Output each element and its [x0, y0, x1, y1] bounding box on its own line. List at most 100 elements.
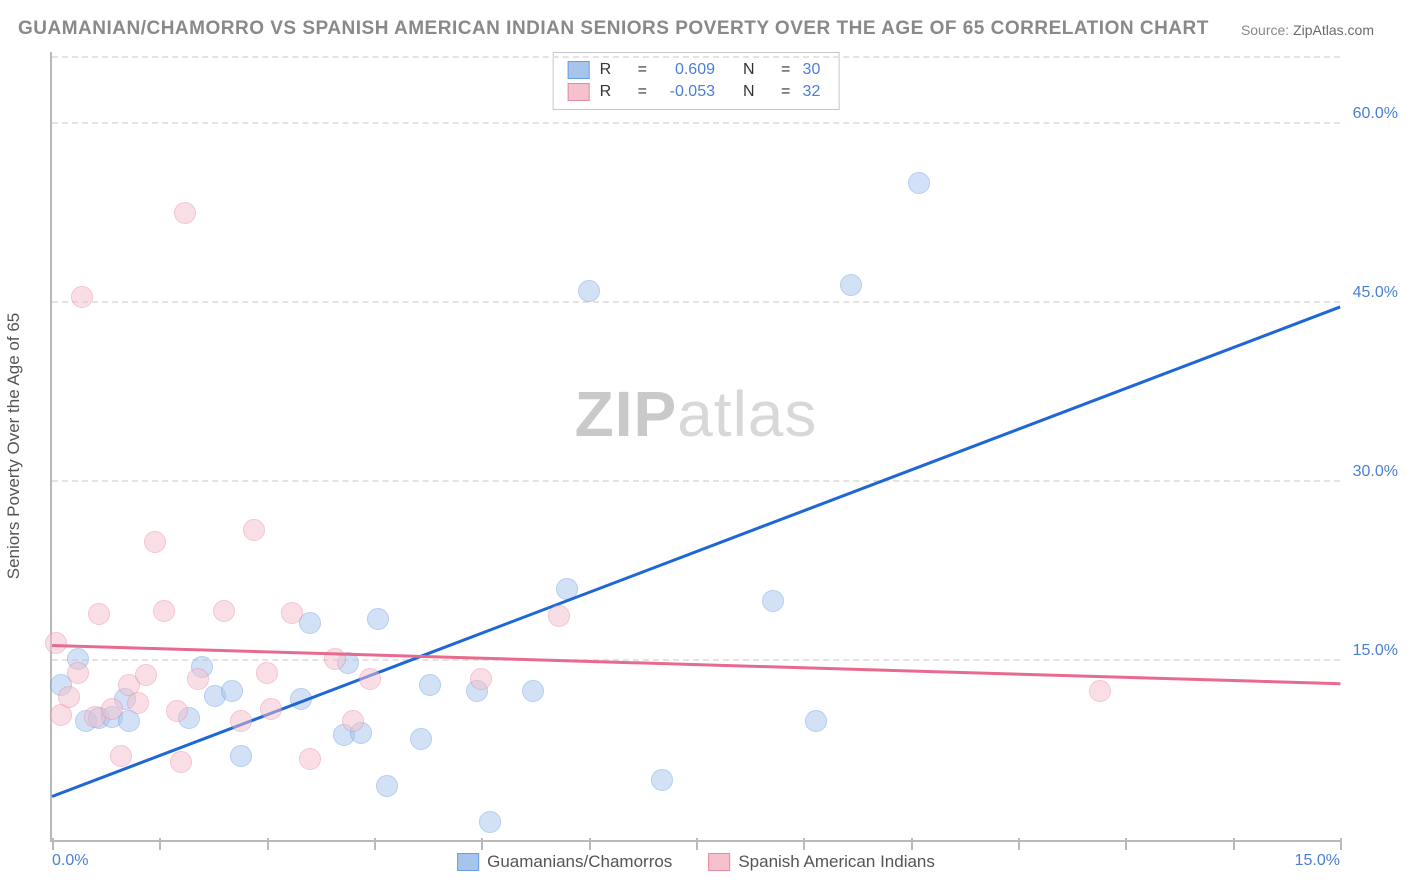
x-tick-label: 0.0%: [52, 852, 88, 870]
data-point: [166, 700, 188, 722]
x-tick: [589, 838, 591, 850]
data-point: [256, 662, 278, 684]
data-point: [342, 710, 364, 732]
gridline: [52, 659, 1340, 661]
x-tick: [1233, 838, 1235, 850]
data-point: [110, 745, 132, 767]
legend-r-value-1: 0.609: [657, 59, 715, 81]
legend-n-label: N: [743, 81, 771, 103]
data-point: [71, 286, 93, 308]
legend-n-label: N: [743, 59, 771, 81]
chart-title: GUAMANIAN/CHAMORRO VS SPANISH AMERICAN I…: [18, 18, 1209, 40]
data-point: [762, 590, 784, 612]
x-tick: [911, 838, 913, 850]
legend-label-2: Spanish American Indians: [738, 852, 935, 872]
data-point: [153, 600, 175, 622]
y-tick-label: 30.0%: [1353, 463, 1398, 481]
x-tick-label: 15.0%: [1295, 852, 1340, 870]
series-legend: Guamanians/Chamorros Spanish American In…: [457, 852, 935, 872]
source-label: Source:: [1241, 22, 1293, 38]
legend-r-label: R: [600, 59, 628, 81]
data-point: [213, 600, 235, 622]
y-axis-title: Seniors Poverty Over the Age of 65: [4, 313, 24, 579]
data-point: [908, 172, 930, 194]
x-tick: [696, 838, 698, 850]
data-point: [127, 692, 149, 714]
data-point: [470, 668, 492, 690]
data-point: [174, 202, 196, 224]
data-point: [410, 728, 432, 750]
watermark-bold: ZIP: [575, 378, 678, 450]
data-point: [651, 769, 673, 791]
x-tick: [267, 838, 269, 850]
data-point: [367, 608, 389, 630]
source-value: ZipAtlas.com: [1293, 22, 1374, 38]
x-tick: [1018, 838, 1020, 850]
data-point: [324, 648, 346, 670]
gridline: [52, 301, 1340, 303]
legend-swatch-blue: [568, 61, 590, 79]
data-point: [88, 603, 110, 625]
data-point: [522, 680, 544, 702]
source-attribution: Source: ZipAtlas.com: [1241, 22, 1374, 38]
x-tick: [159, 838, 161, 850]
gridline: [52, 56, 1340, 58]
data-point: [359, 668, 381, 690]
data-point: [187, 668, 209, 690]
legend-swatch-1: [457, 853, 479, 871]
legend-row-series-2: R = -0.053 N = 32: [568, 81, 821, 103]
x-tick: [803, 838, 805, 850]
data-point: [260, 698, 282, 720]
data-point: [805, 710, 827, 732]
x-tick: [374, 838, 376, 850]
data-point: [376, 775, 398, 797]
legend-item-1: Guamanians/Chamorros: [457, 852, 672, 872]
data-point: [230, 745, 252, 767]
legend-eq: =: [781, 59, 790, 81]
data-point: [67, 662, 89, 684]
data-point: [840, 274, 862, 296]
legend-swatch-pink: [568, 83, 590, 101]
scatter-plot-area: ZIPatlas R = 0.609 N = 30 R = -0.053 N =…: [50, 52, 1340, 842]
legend-eq: =: [638, 81, 647, 103]
data-point: [281, 602, 303, 624]
data-point: [578, 280, 600, 302]
correlation-legend: R = 0.609 N = 30 R = -0.053 N = 32: [553, 52, 840, 110]
legend-n-value-1: 30: [800, 59, 820, 81]
data-point: [1089, 680, 1111, 702]
legend-r-value-2: -0.053: [657, 81, 715, 103]
legend-label-1: Guamanians/Chamorros: [487, 852, 672, 872]
legend-eq: =: [781, 81, 790, 103]
legend-eq: =: [638, 59, 647, 81]
data-point: [101, 698, 123, 720]
x-tick: [481, 838, 483, 850]
data-point: [479, 811, 501, 833]
data-point: [243, 519, 265, 541]
data-point: [221, 680, 243, 702]
gridline: [52, 480, 1340, 482]
y-tick-label: 15.0%: [1353, 642, 1398, 660]
data-point: [170, 751, 192, 773]
legend-n-value-2: 32: [800, 81, 820, 103]
legend-r-label: R: [600, 81, 628, 103]
data-point: [419, 674, 441, 696]
data-point: [548, 605, 570, 627]
x-tick: [1125, 838, 1127, 850]
y-tick-label: 60.0%: [1353, 105, 1398, 123]
data-point: [299, 748, 321, 770]
x-tick: [52, 838, 54, 850]
trend-line: [52, 644, 1340, 685]
data-point: [58, 686, 80, 708]
data-point: [230, 710, 252, 732]
legend-swatch-2: [708, 853, 730, 871]
watermark-light: atlas: [677, 378, 817, 450]
legend-item-2: Spanish American Indians: [708, 852, 935, 872]
y-tick-label: 45.0%: [1353, 284, 1398, 302]
watermark: ZIPatlas: [575, 377, 818, 451]
gridline: [52, 122, 1340, 124]
data-point: [144, 531, 166, 553]
x-tick: [1340, 838, 1342, 850]
data-point: [135, 664, 157, 686]
data-point: [45, 632, 67, 654]
legend-row-series-1: R = 0.609 N = 30: [568, 59, 821, 81]
